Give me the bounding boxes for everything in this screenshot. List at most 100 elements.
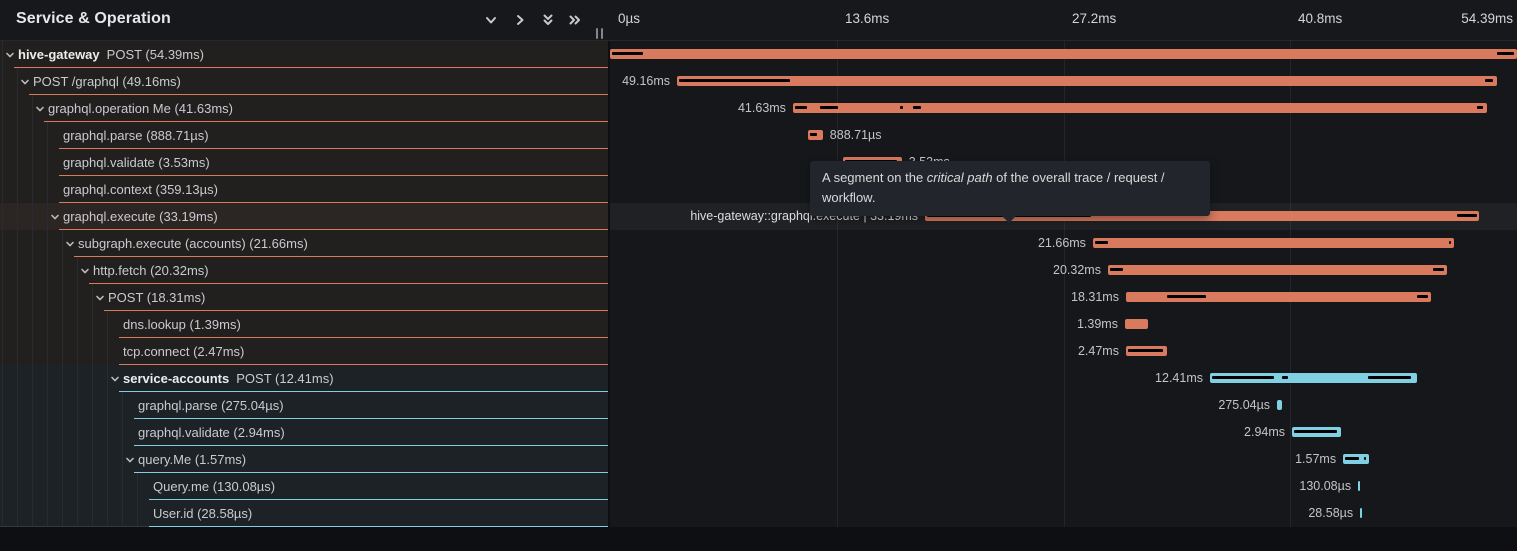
span-duration-label: 1.39ms (1076, 317, 1118, 331)
span-name-label: hive-gateway POST (54.39ms) (18, 47, 204, 62)
span-bar[interactable] (1292, 427, 1341, 437)
span-name-label: graphql.validate (2.94ms) (138, 425, 285, 440)
chevron-right-icon (512, 12, 528, 31)
span-bar[interactable] (792, 103, 1488, 113)
span-bar[interactable] (1107, 265, 1447, 275)
chevron-down-icon[interactable] (94, 291, 106, 303)
span-bar[interactable] (1092, 238, 1455, 248)
span-name-label: POST (18.31ms) (108, 290, 205, 305)
indent-guide (17, 338, 18, 365)
indent-guide (137, 500, 138, 527)
indent-guide (17, 176, 18, 203)
span-tree-row[interactable]: subgraph.execute (accounts) (21.66ms) (0, 230, 608, 257)
span-tree-row[interactable]: service-accounts POST (12.41ms) (0, 365, 608, 392)
span-bar[interactable] (1360, 508, 1363, 518)
indent-guide (17, 149, 18, 176)
span-bar[interactable] (1358, 481, 1361, 491)
span-bar[interactable] (1126, 292, 1432, 302)
chevron-down-icon[interactable] (49, 210, 61, 222)
span-tree-row[interactable]: graphql.parse (888.71µs) (0, 122, 608, 149)
span-duration-label: 12.41ms (1155, 371, 1203, 385)
span-tree-row[interactable]: graphql.validate (3.53ms) (0, 149, 608, 176)
trace-row: http.fetch (20.32ms) 20.32ms (0, 257, 1517, 284)
indent-guide (2, 41, 3, 68)
span-tree-row[interactable]: graphql.operation Me (41.63ms) (0, 95, 608, 122)
span-tree-row[interactable]: User.id (28.58µs) (0, 500, 608, 527)
indent-guide (92, 311, 93, 338)
timeline-gridline (1064, 0, 1065, 527)
span-color-underline (44, 121, 608, 122)
indent-guide (92, 419, 93, 446)
span-tree-row[interactable]: POST (18.31ms) (0, 284, 608, 311)
indent-guide (32, 311, 33, 338)
indent-guide (32, 419, 33, 446)
indent-guide (32, 230, 33, 257)
indent-guide (77, 338, 78, 365)
span-bar[interactable] (677, 76, 1497, 86)
span-tree-row[interactable]: graphql.validate (2.94ms) (0, 419, 608, 446)
span-bar[interactable] (1343, 454, 1370, 464)
chevron-down-icon[interactable] (124, 453, 136, 465)
span-name-label: graphql.parse (888.71µs) (63, 128, 209, 143)
span-tree-row[interactable]: tcp.connect (2.47ms) (0, 338, 608, 365)
timeline-gridline (837, 0, 838, 527)
critical-path-segment (819, 106, 838, 109)
indent-guide (107, 311, 108, 338)
tooltip-caret (1002, 216, 1016, 224)
chevron-down-icon[interactable] (4, 48, 16, 60)
span-name-label: subgraph.execute (accounts) (21.66ms) (78, 236, 308, 251)
span-bar[interactable] (1126, 346, 1168, 356)
chevron-down-icon[interactable] (64, 237, 76, 249)
span-bar[interactable] (1210, 373, 1417, 383)
collapse-one-button[interactable] (481, 11, 501, 31)
indent-guide (32, 446, 33, 473)
span-service-name: hive-gateway (18, 47, 100, 62)
chevron-down-icon[interactable] (34, 102, 46, 114)
collapse-all-button[interactable] (538, 11, 558, 31)
span-bar[interactable] (610, 49, 1517, 59)
indent-guide (17, 68, 18, 95)
indent-guide (92, 338, 93, 365)
span-operation-label: tcp.connect (2.47ms) (123, 344, 245, 359)
span-name-label: query.Me (1.57ms) (138, 452, 246, 467)
span-bar[interactable] (1125, 319, 1149, 329)
critical-path-segment (1497, 52, 1514, 55)
indent-guide (2, 95, 3, 122)
trace-row: graphql.validate (3.53ms) 3.53ms (0, 149, 1517, 176)
span-tree-row[interactable]: query.Me (1.57ms) (0, 446, 608, 473)
span-color-underline (74, 256, 608, 257)
span-name-label: graphql.parse (275.04µs) (138, 398, 284, 413)
span-operation-label: graphql.validate (2.94ms) (138, 425, 285, 440)
critical-path-segment (1128, 349, 1164, 352)
span-tree-row[interactable]: graphql.execute (33.19ms) (0, 203, 608, 230)
span-duration-label: 130.08µs (1299, 479, 1352, 493)
span-bar[interactable] (1277, 400, 1282, 410)
indent-guide (2, 203, 3, 230)
chevron-down-icon[interactable] (19, 75, 31, 87)
span-tree-row[interactable]: dns.lookup (1.39ms) (0, 311, 608, 338)
chevron-down-icon[interactable] (109, 372, 121, 384)
span-tree-row[interactable]: Query.me (130.08µs) (0, 473, 608, 500)
expand-one-button[interactable] (510, 11, 530, 31)
indent-guide (47, 446, 48, 473)
span-tree-row[interactable]: graphql.context (359.13µs) (0, 176, 608, 203)
span-tree-row[interactable]: http.fetch (20.32ms) (0, 257, 608, 284)
expand-all-button[interactable] (565, 11, 585, 31)
indent-guide (47, 338, 48, 365)
indent-guide (32, 473, 33, 500)
chevron-down-icon[interactable] (79, 264, 91, 276)
indent-guide (122, 473, 123, 500)
span-bar[interactable] (807, 130, 823, 140)
indent-guide (2, 149, 3, 176)
span-tree-row[interactable]: POST /graphql (49.16ms) (0, 68, 608, 95)
indent-guide (47, 500, 48, 527)
span-tree-row[interactable]: hive-gateway POST (54.39ms) (0, 41, 608, 68)
panel-resize-handle[interactable] (595, 28, 605, 39)
span-color-underline (59, 148, 608, 149)
trace-row: POST /graphql (49.16ms) 49.16ms (0, 68, 1517, 95)
span-tree-row[interactable]: graphql.parse (275.04µs) (0, 392, 608, 419)
critical-path-segment (1167, 295, 1206, 298)
indent-guide (77, 311, 78, 338)
indent-guide (47, 311, 48, 338)
span-duration-label: 41.63ms (737, 101, 786, 115)
